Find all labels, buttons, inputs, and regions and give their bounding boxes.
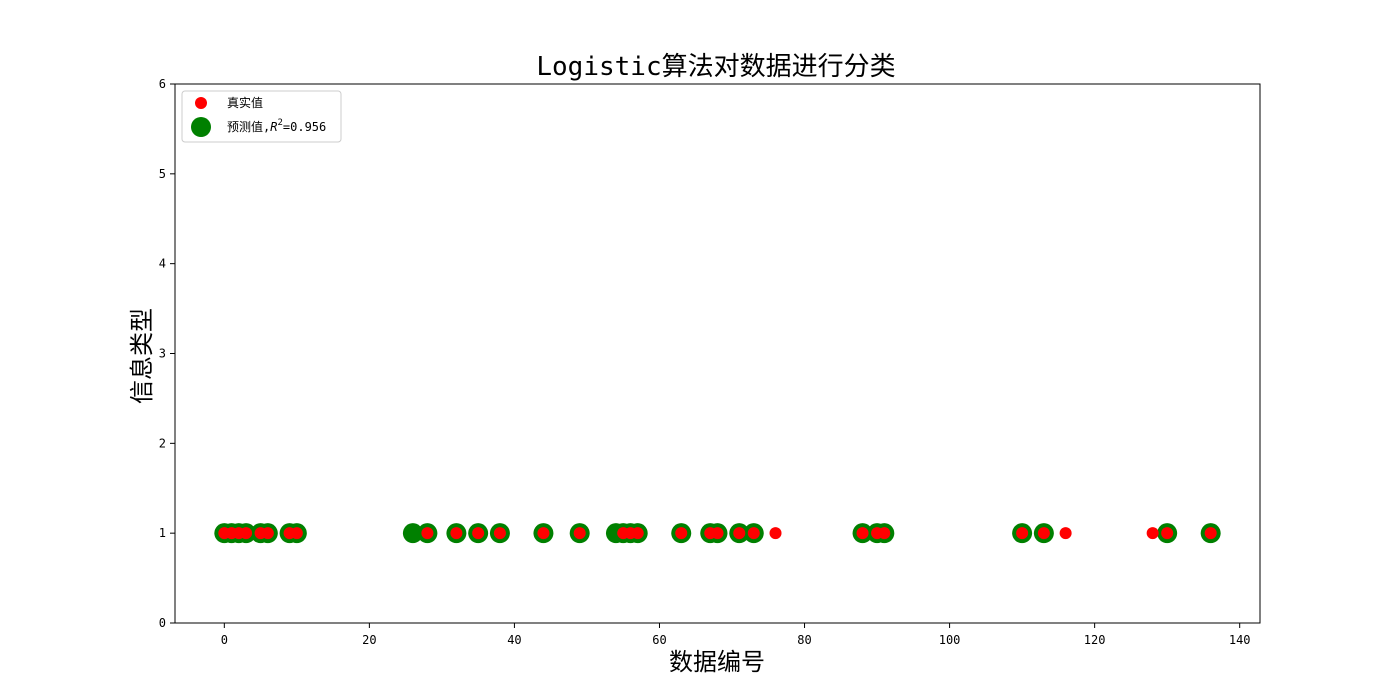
x-axis-label: 数据编号 xyxy=(669,648,765,676)
x-tick-label: 40 xyxy=(507,633,521,647)
legend-predicted-label: 预测值,R2=0.956 xyxy=(227,118,326,134)
x-tick-label: 100 xyxy=(939,633,961,647)
actual-point xyxy=(290,527,303,540)
actual-point xyxy=(240,527,253,540)
x-tick-label: 60 xyxy=(652,633,666,647)
actual-point xyxy=(878,527,891,540)
legend-box xyxy=(181,90,342,143)
y-tick-label: 5 xyxy=(159,167,166,181)
actual-point xyxy=(493,527,506,540)
actual-point xyxy=(261,527,274,540)
legend-actual-marker xyxy=(195,97,207,109)
actual-point xyxy=(675,527,688,540)
y-axis-label: 信息类型 xyxy=(128,308,156,404)
actual-point xyxy=(450,527,463,540)
actual-point xyxy=(1204,527,1217,540)
x-tick-label: 140 xyxy=(1229,633,1251,647)
y-tick-label: 6 xyxy=(159,77,166,91)
x-axis: 0 20 40 60 80 100 120 140 xyxy=(221,623,1251,647)
actual-point xyxy=(1161,527,1174,540)
y-tick-label: 3 xyxy=(159,347,166,361)
actual-point xyxy=(711,527,724,540)
legend-r-symbol: R xyxy=(270,120,277,134)
y-tick-label: 2 xyxy=(159,436,166,450)
y-tick-label: 1 xyxy=(159,526,166,540)
actual-point xyxy=(1016,527,1029,540)
actual-point xyxy=(573,527,586,540)
legend-r2-value: =0.956 xyxy=(283,120,326,134)
legend: 真实值 预测值,R2=0.956 xyxy=(181,90,342,143)
legend-actual-label: 真实值 xyxy=(227,95,263,110)
actual-point xyxy=(1059,527,1072,540)
x-tick-label: 120 xyxy=(1084,633,1106,647)
y-axis: 0 1 2 3 4 5 6 xyxy=(159,77,175,630)
actual-point xyxy=(769,527,782,540)
actual-point xyxy=(856,527,869,540)
actual-point xyxy=(631,527,644,540)
actual-point xyxy=(421,527,434,540)
actual-point xyxy=(733,527,746,540)
actual-point xyxy=(1037,527,1050,540)
predicted-point xyxy=(402,523,423,544)
actual-point xyxy=(1146,527,1159,540)
actual-point xyxy=(472,527,485,540)
x-tick-label: 20 xyxy=(362,633,376,647)
actual-point xyxy=(537,527,550,540)
x-tick-label: 0 xyxy=(221,633,228,647)
x-tick-label: 80 xyxy=(797,633,811,647)
legend-r-superscript: 2 xyxy=(277,118,282,128)
legend-predicted-marker xyxy=(191,117,211,137)
actual-series xyxy=(218,527,1217,540)
actual-point xyxy=(747,527,760,540)
legend-predicted-prefix: 预测值, xyxy=(227,119,270,134)
chart-title: Logistic算法对数据进行分类 xyxy=(536,52,895,82)
y-tick-label: 4 xyxy=(159,257,166,271)
y-tick-label: 0 xyxy=(159,616,166,630)
